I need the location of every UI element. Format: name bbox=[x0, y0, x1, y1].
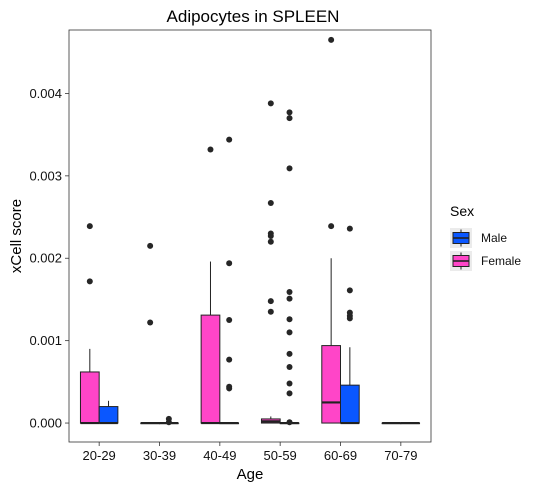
box-30-39-female bbox=[140, 242, 160, 425]
x-tick-label: 50-59 bbox=[264, 448, 297, 463]
box-60-69-male bbox=[340, 225, 360, 425]
legend: Sex Male Female bbox=[450, 203, 521, 271]
box-50-59-female bbox=[260, 100, 281, 424]
x-tick-label: 60-69 bbox=[324, 448, 357, 463]
boxes-layer bbox=[79, 36, 421, 426]
y-axis-title: xCell score bbox=[8, 199, 25, 273]
outlier-point bbox=[346, 287, 353, 294]
outlier-point bbox=[286, 380, 293, 387]
outlier-point bbox=[328, 36, 335, 43]
outlier-point bbox=[286, 364, 293, 371]
outlier-point bbox=[286, 109, 293, 116]
legend-label: Male bbox=[481, 231, 507, 245]
box-iqr bbox=[200, 314, 221, 424]
x-axis: 20-29 30-39 40-49 50-59 60-69 70-79 bbox=[83, 442, 417, 463]
outlier-point bbox=[286, 316, 293, 323]
outlier-point bbox=[147, 319, 154, 326]
box-iqr bbox=[98, 406, 119, 424]
outlier-point bbox=[267, 200, 274, 207]
outlier-point bbox=[346, 315, 353, 322]
outlier-point bbox=[165, 419, 172, 426]
y-tick-label: 0.003 bbox=[29, 168, 62, 183]
outlier-point bbox=[286, 115, 293, 122]
outlier-point bbox=[286, 329, 293, 336]
outlier-point bbox=[267, 238, 274, 245]
outlier-point bbox=[226, 385, 233, 392]
legend-key-female bbox=[450, 251, 472, 271]
outlier-point bbox=[328, 223, 335, 230]
box-iqr bbox=[340, 384, 360, 424]
box-40-49-female bbox=[200, 146, 221, 425]
outlier-point bbox=[346, 225, 353, 232]
outlier-point bbox=[226, 136, 233, 143]
outlier-point bbox=[267, 298, 274, 305]
box-iqr bbox=[79, 371, 100, 424]
x-tick-label: 40-49 bbox=[203, 448, 236, 463]
outlier-point bbox=[86, 223, 93, 230]
outlier-point bbox=[86, 278, 93, 285]
outlier-point bbox=[286, 419, 293, 426]
legend-title: Sex bbox=[450, 203, 474, 219]
outlier-point bbox=[286, 350, 293, 357]
box-50-59-male bbox=[279, 109, 300, 426]
y-tick-label: 0.004 bbox=[29, 86, 62, 101]
box-20-29-female bbox=[79, 223, 100, 425]
legend-label: Female bbox=[481, 254, 521, 268]
outlier-point bbox=[286, 289, 293, 296]
box-20-29-male bbox=[98, 400, 119, 425]
box-60-69-female bbox=[321, 36, 341, 424]
outlier-point bbox=[207, 146, 214, 153]
box-iqr bbox=[321, 345, 341, 424]
box-70-79-female bbox=[381, 421, 402, 425]
plot-panel bbox=[68, 29, 432, 443]
box-40-49-male bbox=[219, 136, 240, 425]
y-tick-label: 0.002 bbox=[29, 251, 62, 266]
outlier-point bbox=[286, 295, 293, 302]
outlier-point bbox=[267, 308, 274, 315]
legend-key-male bbox=[450, 228, 472, 248]
y-tick-label: 0.001 bbox=[29, 333, 62, 348]
x-tick-label: 70-79 bbox=[384, 448, 417, 463]
outlier-point bbox=[286, 165, 293, 172]
outlier-point bbox=[226, 260, 233, 267]
outlier-point bbox=[267, 100, 274, 107]
outlier-point bbox=[286, 390, 293, 397]
x-axis-title: Age bbox=[237, 466, 264, 483]
x-tick-label: 30-39 bbox=[143, 448, 176, 463]
outlier-point bbox=[226, 317, 233, 324]
y-axis: 0.000 0.001 0.002 0.003 0.004 bbox=[29, 86, 69, 431]
box-30-39-male bbox=[159, 415, 179, 426]
outlier-point bbox=[267, 233, 274, 239]
x-tick-label: 20-29 bbox=[83, 448, 116, 463]
outlier-point bbox=[226, 356, 233, 363]
chart-title: Adipocytes in SPLEEN bbox=[167, 7, 340, 26]
outlier-point bbox=[147, 242, 154, 249]
box-70-79-male bbox=[400, 421, 421, 425]
y-tick-label: 0.000 bbox=[29, 416, 62, 431]
